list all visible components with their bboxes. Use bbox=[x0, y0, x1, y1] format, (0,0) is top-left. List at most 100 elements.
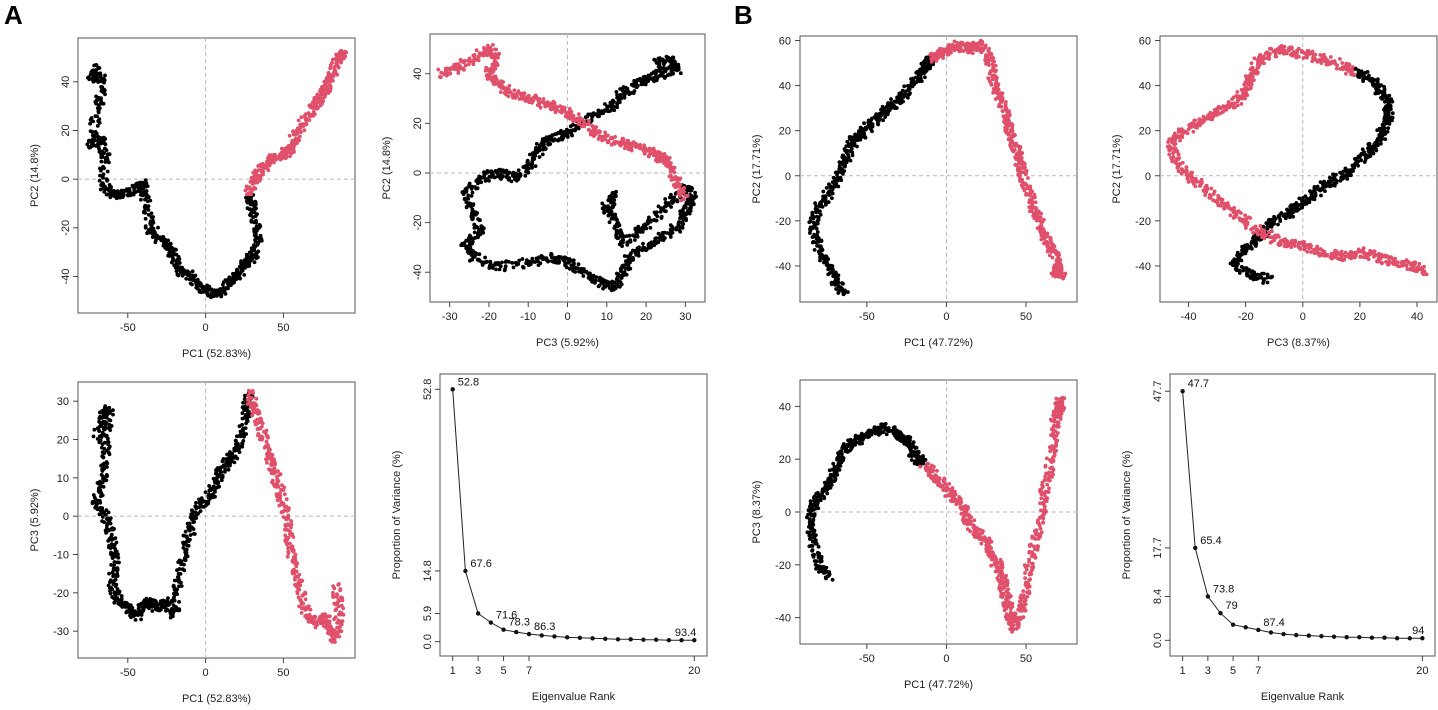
data-point-group1b bbox=[530, 256, 535, 261]
data-point-group1 bbox=[548, 142, 552, 147]
data-point-group1 bbox=[848, 158, 853, 163]
data-point-group2 bbox=[299, 611, 304, 615]
data-point-group2 bbox=[1039, 211, 1044, 216]
data-point-group2 bbox=[308, 103, 313, 107]
data-point-group1b bbox=[511, 265, 516, 270]
data-point-group1 bbox=[902, 94, 906, 99]
data-point-group1 bbox=[96, 65, 101, 70]
data-point-group1 bbox=[667, 72, 671, 77]
data-point-group1 bbox=[155, 602, 160, 607]
data-point-group1 bbox=[550, 133, 554, 138]
data-point-group2 bbox=[638, 146, 642, 150]
data-point-group2 bbox=[1031, 195, 1036, 200]
data-point-group1 bbox=[90, 129, 95, 134]
data-point-group2 bbox=[1034, 206, 1038, 211]
data-point-group1 bbox=[254, 235, 259, 240]
data-point-group1b bbox=[614, 222, 619, 227]
data-point-group2 bbox=[269, 462, 273, 467]
data-point-group1 bbox=[902, 84, 907, 89]
y-tick-label: 0 bbox=[785, 171, 791, 183]
data-point-group2 bbox=[296, 586, 300, 590]
data-point-group2 bbox=[259, 164, 264, 169]
data-point-group1 bbox=[239, 267, 244, 271]
x-tick-label: 50 bbox=[277, 667, 289, 679]
data-point-group1b bbox=[543, 256, 548, 261]
data-point-group1 bbox=[247, 409, 251, 414]
data-point-group2 bbox=[285, 554, 290, 559]
data-point-group1b bbox=[546, 259, 550, 264]
data-point-group2 bbox=[281, 152, 286, 157]
data-point-group1 bbox=[249, 211, 254, 215]
data-point-group2 bbox=[598, 135, 603, 139]
data-point-group2 bbox=[568, 116, 572, 121]
y-tick-label: 0.0 bbox=[422, 634, 434, 649]
data-point-group1 bbox=[94, 94, 98, 99]
data-point-group1b bbox=[576, 262, 581, 267]
data-point-group1 bbox=[117, 195, 122, 200]
data-point-group1 bbox=[862, 131, 866, 136]
data-point-group1b bbox=[678, 229, 683, 234]
data-point-group1 bbox=[560, 133, 565, 137]
data-point-group1 bbox=[654, 68, 658, 73]
data-point-group1 bbox=[109, 188, 113, 193]
data-point-group1 bbox=[106, 439, 110, 444]
data-point-group1 bbox=[473, 236, 478, 240]
data-point-group1 bbox=[470, 190, 475, 195]
data-point-group1 bbox=[482, 170, 486, 175]
scree-point bbox=[552, 634, 557, 639]
data-point-group1b bbox=[641, 223, 646, 228]
data-point-group1b bbox=[493, 262, 498, 267]
data-point-group1 bbox=[101, 175, 105, 180]
data-point-group1 bbox=[194, 516, 199, 520]
data-point-group1 bbox=[169, 260, 174, 265]
data-point-group1 bbox=[104, 177, 109, 182]
data-point-group1 bbox=[103, 160, 108, 164]
data-point-group2 bbox=[295, 141, 299, 146]
data-point-group2 bbox=[618, 143, 623, 148]
data-point-group1 bbox=[478, 218, 482, 223]
data-point-group1 bbox=[108, 591, 113, 596]
scree-point bbox=[615, 637, 621, 642]
data-point-group1b bbox=[564, 256, 569, 260]
data-point-group1 bbox=[821, 189, 826, 194]
data-point-group2 bbox=[330, 60, 334, 65]
data-point-group1b bbox=[655, 214, 660, 219]
data-point-group2 bbox=[1012, 143, 1017, 147]
data-point-group1 bbox=[177, 600, 182, 604]
data-point-group2 bbox=[320, 612, 325, 617]
data-point-group2 bbox=[486, 73, 490, 78]
data-point-group1 bbox=[525, 158, 530, 163]
data-point-group1 bbox=[98, 79, 102, 84]
data-point-group1 bbox=[655, 76, 660, 80]
data-point-group1 bbox=[561, 136, 565, 141]
data-point-group1b bbox=[477, 252, 482, 257]
data-point-group2 bbox=[541, 99, 545, 104]
data-point-group1 bbox=[190, 282, 194, 287]
data-point-group1 bbox=[190, 508, 194, 513]
data-point-group1b bbox=[674, 227, 678, 232]
data-point-group1 bbox=[252, 253, 257, 258]
data-point-group1 bbox=[102, 88, 107, 93]
data-point-group1 bbox=[195, 512, 200, 516]
data-point-group2 bbox=[335, 592, 339, 596]
data-point-group1 bbox=[848, 142, 853, 147]
data-point-group2 bbox=[672, 165, 677, 170]
data-point-group1b bbox=[658, 209, 663, 214]
data-point-group2 bbox=[254, 396, 259, 401]
data-point-group1b bbox=[555, 260, 560, 265]
data-point-group1b bbox=[538, 261, 543, 266]
data-point-group1 bbox=[229, 280, 234, 284]
data-point-group1 bbox=[597, 113, 601, 118]
data-point-group1b bbox=[622, 254, 627, 258]
data-point-group1b bbox=[621, 263, 626, 268]
data-point-group1 bbox=[252, 243, 256, 248]
cumulative-variance-label: 67.6 bbox=[470, 558, 491, 570]
data-point-group2 bbox=[1019, 152, 1024, 156]
data-point-group2 bbox=[331, 584, 335, 588]
data-point-group1b bbox=[601, 280, 605, 285]
data-point-group1 bbox=[112, 590, 117, 595]
data-point-group2 bbox=[270, 453, 275, 457]
y-tick-label: 40 bbox=[779, 81, 791, 93]
data-point-group1b bbox=[610, 284, 615, 289]
data-point-group1 bbox=[237, 424, 242, 429]
